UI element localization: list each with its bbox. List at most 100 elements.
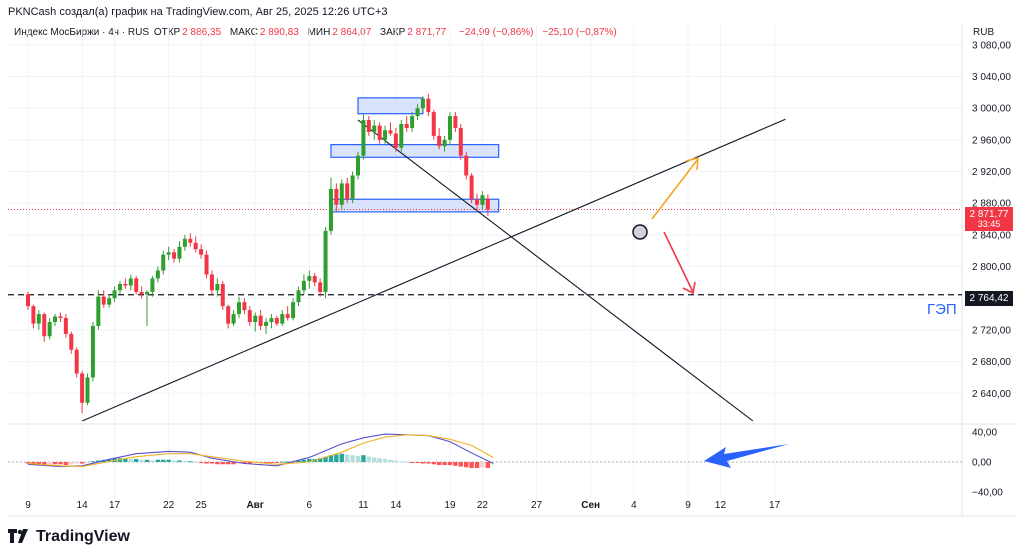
candle-body — [36, 314, 41, 324]
macd-histogram-bar — [106, 458, 112, 462]
candle-body — [253, 315, 258, 322]
time-tick-label: Авг — [246, 500, 264, 511]
macd-histogram-bar — [155, 459, 161, 462]
macd-histogram-bar — [474, 462, 480, 469]
low-value: 2 864,07 — [332, 27, 372, 38]
macd-histogram-bar — [366, 456, 372, 462]
candle-body — [420, 98, 425, 109]
macd-histogram-bar — [96, 460, 101, 462]
candle-body — [209, 274, 214, 291]
candle-body — [236, 302, 241, 315]
time-tick-label: 17 — [109, 500, 121, 511]
macd-histogram-bar — [307, 458, 312, 462]
candle-body — [231, 314, 236, 324]
macd-histogram-bar — [480, 462, 485, 468]
macd-histogram-bar — [171, 460, 177, 462]
macd-histogram-bar — [193, 461, 198, 463]
candle-body — [247, 310, 252, 322]
candle-body — [307, 276, 312, 281]
candle-body — [172, 252, 177, 259]
candle-body — [480, 195, 485, 205]
macd-tick-label: −40,00 — [972, 488, 1003, 499]
close-value: 2 871,77 — [407, 27, 447, 38]
change-value: −24,99 (−0,86%) — [458, 27, 534, 38]
candle-body — [274, 318, 279, 324]
time-tick-label: 25 — [196, 500, 208, 511]
candle-body — [69, 333, 74, 350]
candle-body — [442, 139, 447, 147]
candle-body — [199, 249, 204, 255]
macd-histogram-bar — [274, 462, 280, 463]
macd-histogram-bar — [263, 462, 269, 463]
macd-histogram-bar — [372, 457, 377, 462]
macd-histogram-bar — [225, 462, 231, 465]
macd-histogram-bar — [90, 461, 96, 463]
macd-histogram-bar — [361, 455, 366, 462]
macd-histogram-bar — [399, 461, 404, 463]
macd-histogram-bar — [388, 459, 393, 462]
macd-histogram-bar — [161, 459, 166, 462]
time-tick-label: 4 — [631, 500, 637, 511]
macd-histogram-bar — [134, 458, 139, 462]
time-tick-label: 9 — [25, 500, 31, 511]
macd-histogram-bar — [280, 461, 285, 463]
macd-histogram-bar — [409, 462, 415, 463]
close-label: ЗАКР — [380, 27, 406, 38]
candle-body — [161, 254, 166, 271]
brand-name: TradingView — [36, 528, 130, 545]
candle-body — [177, 246, 182, 259]
tradingview-logo[interactable]: TradingView — [8, 528, 130, 546]
macd-histogram-bar — [296, 460, 301, 462]
low-label: МИН — [307, 27, 331, 38]
candle-body — [80, 373, 85, 403]
time-tick-label: 22 — [163, 500, 175, 511]
macd-histogram-bar — [247, 462, 253, 464]
candle-body — [134, 278, 139, 292]
bearish-arrowhead-icon — [682, 281, 696, 295]
time-tick-label: 11 — [358, 500, 369, 511]
macd-histogram-bar — [74, 462, 79, 464]
macd-histogram-bar — [166, 459, 171, 462]
high-label: МАКС — [229, 27, 258, 38]
candle-body — [226, 306, 231, 324]
candle-body — [26, 294, 30, 307]
candle-body — [383, 130, 388, 140]
candle-body — [393, 133, 398, 148]
candle-body — [96, 296, 101, 326]
macd-histogram-bar — [469, 462, 474, 469]
candle-body — [356, 155, 361, 176]
price-tick-label: 2 640,00 — [972, 389, 1011, 400]
macd-histogram-bar — [139, 459, 144, 462]
macd-histogram-bar — [198, 462, 204, 463]
symbol-label[interactable]: Индекс МосБиржи · 4ч · RUS — [14, 27, 150, 38]
macd-histogram-bar — [69, 462, 74, 465]
macd-histogram-bar — [334, 454, 339, 462]
candle-body — [464, 155, 469, 176]
macd-signal-line — [27, 434, 494, 468]
candle-body — [345, 183, 350, 200]
intersection-marker — [632, 224, 648, 240]
change-value-2: −25,10 (−0,87%) — [542, 27, 617, 38]
candle-body — [312, 276, 317, 283]
candle-body — [220, 283, 225, 307]
macd-histogram-bar — [128, 458, 133, 462]
currency-label[interactable]: RUB — [973, 27, 995, 38]
candle-body — [107, 298, 112, 305]
macd-histogram-bar — [58, 462, 63, 465]
open-value: 2 886,35 — [182, 27, 222, 38]
macd-histogram-bar — [485, 462, 491, 469]
candle-body — [285, 314, 290, 319]
macd-histogram-bar — [420, 462, 426, 464]
candle-body — [145, 291, 150, 295]
candle-body — [215, 283, 220, 291]
macd-histogram-bar — [464, 462, 469, 468]
level-price-tag: 2 764,42 — [965, 291, 1013, 306]
resistance-zone — [330, 143, 500, 158]
macd-histogram-bar — [415, 462, 420, 463]
price-tick-label: 2 960,00 — [972, 135, 1011, 146]
macd-histogram-bar — [344, 454, 350, 462]
candle-body — [204, 254, 209, 275]
candle-body — [188, 238, 193, 243]
macd-histogram-bar — [453, 462, 458, 466]
